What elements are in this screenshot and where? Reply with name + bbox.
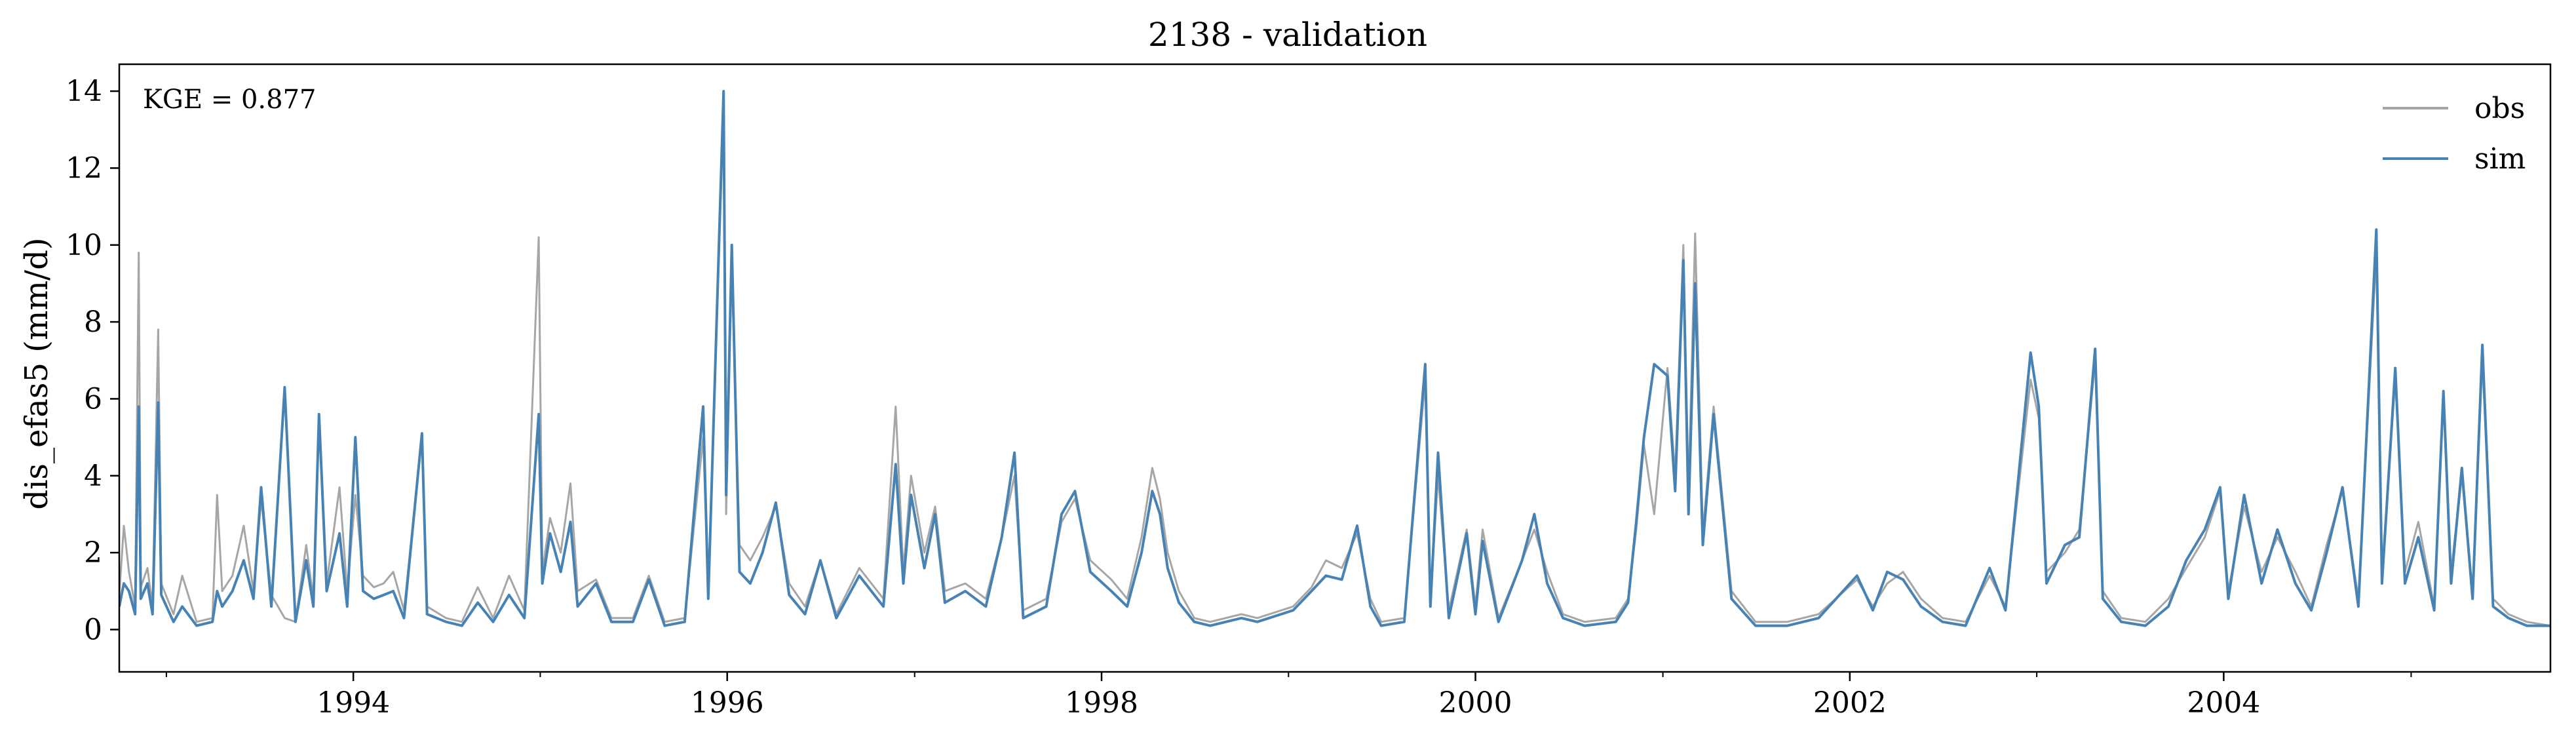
- legend: obs sim: [2383, 92, 2526, 176]
- series-line-obs: [119, 109, 2550, 627]
- y-tick-label: 12: [66, 151, 102, 185]
- x-axis-ticks: 1994 1996 1998 2000 2002 2004: [165, 672, 2412, 720]
- x-tick-label: 1994: [317, 686, 390, 720]
- legend-label-obs: obs: [2474, 92, 2525, 125]
- chart-title: 2138 - validation: [1148, 16, 1427, 54]
- y-tick-label: 8: [84, 305, 102, 339]
- y-tick-label: 2: [84, 536, 102, 570]
- y-axis-label: dis_efas5 (mm/d): [18, 237, 55, 509]
- plot-frame: [118, 63, 2552, 673]
- y-axis-ticks: 0 2 4 6 8 10 12 14: [66, 75, 119, 646]
- plot-area: [119, 90, 2550, 627]
- y-tick-label: 14: [66, 75, 102, 108]
- y-tick-label: 10: [66, 229, 102, 262]
- y-tick-label: 0: [84, 613, 102, 646]
- legend-label-sim: sim: [2474, 142, 2526, 176]
- x-tick-label: 2004: [2187, 686, 2260, 720]
- y-tick-label: 6: [84, 382, 102, 416]
- y-tick-label: 4: [84, 459, 102, 493]
- x-tick-label: 1996: [691, 686, 764, 720]
- x-tick-label: 2002: [1813, 686, 1887, 720]
- kge-annotation: KGE = 0.877: [143, 85, 317, 115]
- x-tick-label: 1998: [1065, 686, 1138, 720]
- series-layer: [119, 90, 2550, 627]
- x-tick-label: 2000: [1439, 686, 1512, 720]
- series-line-sim: [119, 90, 2550, 627]
